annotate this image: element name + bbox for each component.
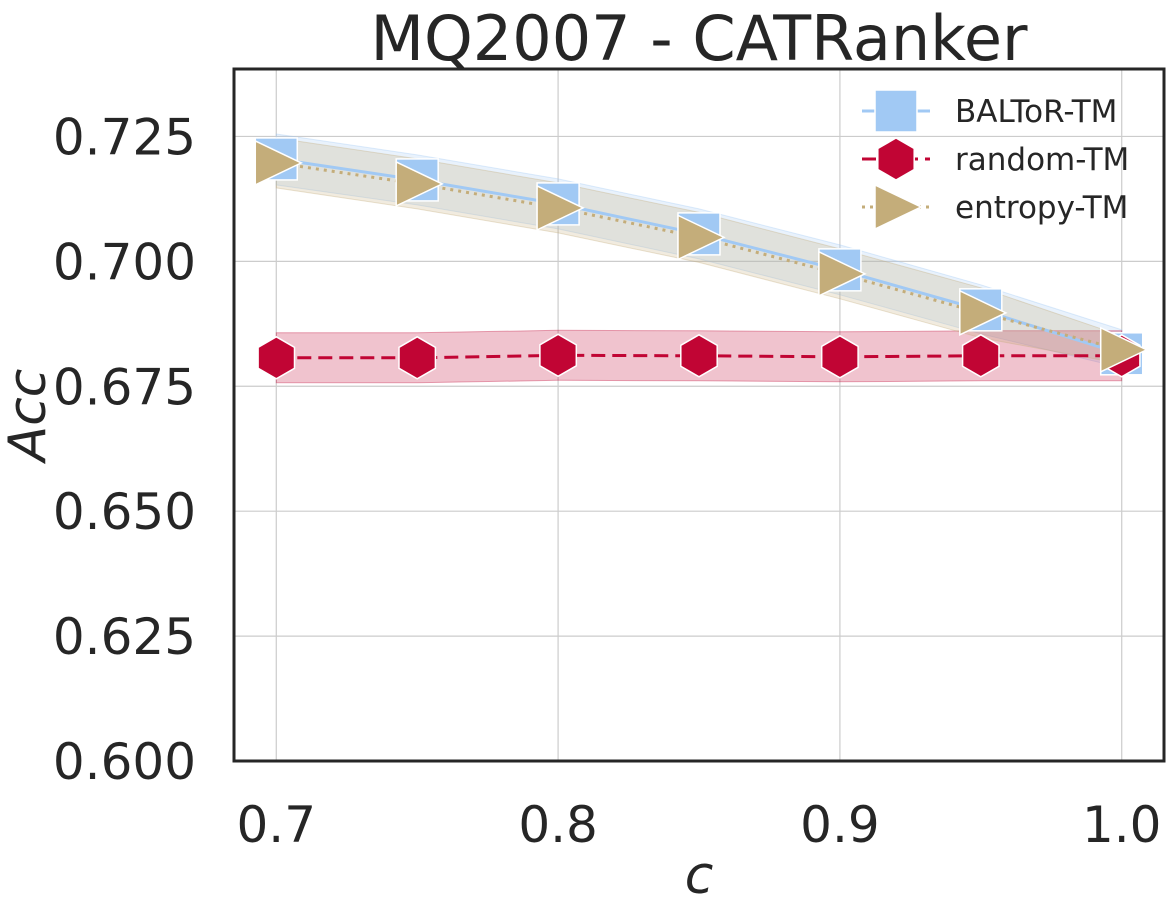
random-tm-point — [539, 333, 578, 378]
x-axis-label: c — [685, 846, 714, 906]
chart-title: MQ2007 - CATRanker — [371, 2, 1028, 75]
legend-marker-entropy-tm — [874, 183, 923, 231]
x-tick-label: 0.8 — [518, 796, 598, 854]
entropy-tm-point — [395, 160, 444, 208]
random-tm-point — [257, 335, 296, 380]
legend-marker-random-tm — [877, 137, 915, 181]
entropy-tm-point — [536, 184, 585, 232]
random-tm-point — [680, 333, 718, 378]
legend-label-baltor-tm: BALToR-TM — [955, 94, 1117, 130]
y-tick-label: 0.675 — [53, 358, 196, 416]
legend-marker-baltor-tm — [874, 89, 918, 133]
x-tick-label: 0.7 — [237, 796, 317, 854]
y-axis-label: Acc — [0, 369, 58, 465]
x-axis-ticks: 0.7 0.8 0.9 1.0 — [237, 796, 1162, 854]
y-axis-ticks: 0.600 0.625 0.650 0.675 0.700 0.725 — [53, 108, 196, 791]
random-tm-point — [398, 335, 437, 380]
y-tick-label: 0.725 — [53, 108, 196, 166]
random-tm-point — [961, 333, 1000, 378]
legend-label-entropy-tm: entropy-TM — [955, 190, 1128, 226]
y-tick-label: 0.650 — [53, 483, 196, 541]
x-tick-label: 1.0 — [1082, 796, 1162, 854]
y-tick-label: 0.700 — [53, 233, 196, 291]
legend: BALToR-TM random-TM entropy-TM — [862, 89, 1129, 231]
entropy-tm-point — [959, 289, 1008, 337]
entropy-tm-point — [1099, 326, 1149, 373]
legend-label-random-tm: random-TM — [955, 142, 1129, 178]
y-tick-label: 0.625 — [53, 608, 196, 666]
entropy-tm-point — [818, 250, 867, 298]
plot-frame — [232, 67, 1166, 763]
series-markers — [254, 137, 1149, 380]
x-tick-label: 0.9 — [800, 796, 880, 854]
entropy-tm-point — [254, 139, 304, 187]
entropy-tm-point — [677, 214, 726, 261]
y-tick-label: 0.600 — [53, 733, 196, 791]
random-tm-point — [820, 334, 859, 379]
